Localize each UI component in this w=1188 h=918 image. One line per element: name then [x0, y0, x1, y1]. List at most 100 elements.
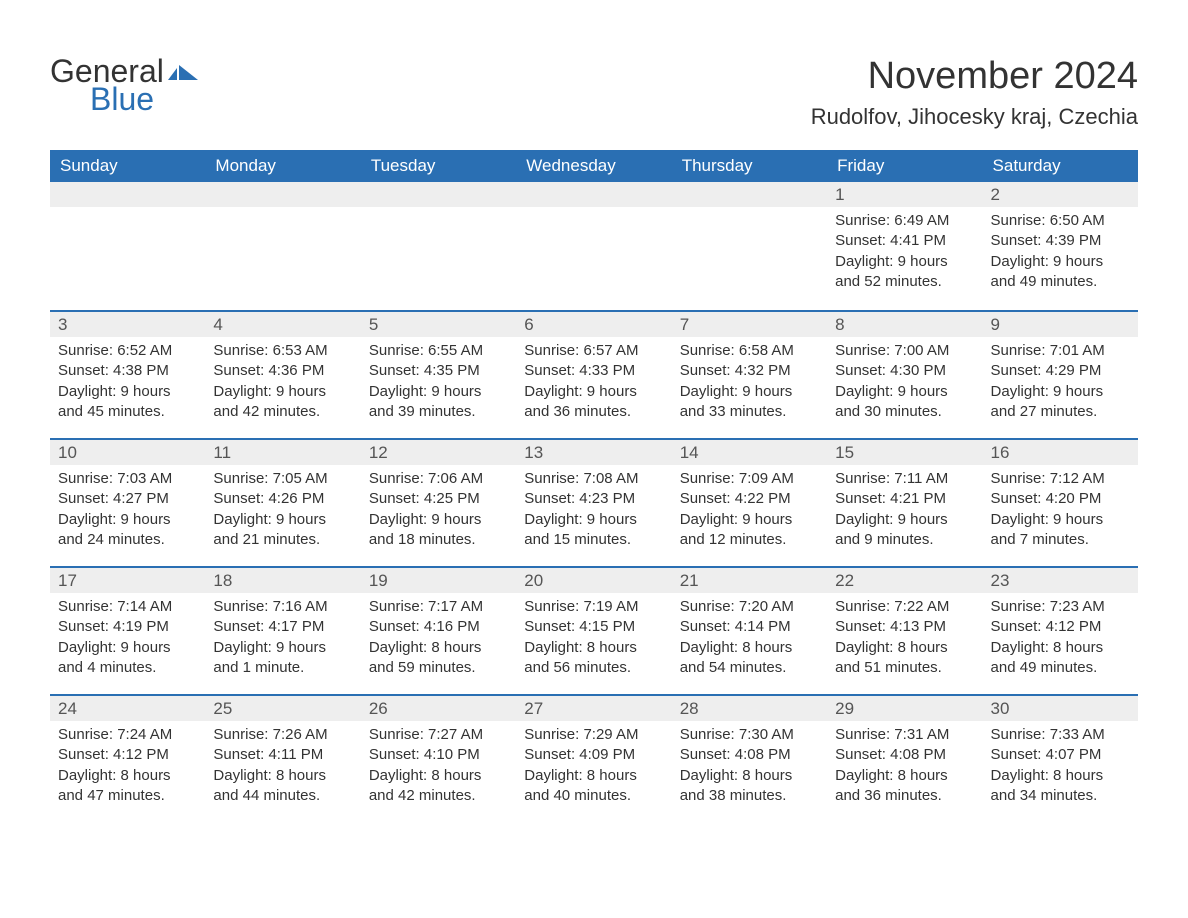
day-details: Sunrise: 7:14 AMSunset: 4:19 PMDaylight:… [50, 593, 205, 684]
day-details: Sunrise: 6:50 AMSunset: 4:39 PMDaylight:… [983, 207, 1138, 298]
sunset-text: Sunset: 4:07 PM [991, 745, 1130, 765]
calendar-day-cell [672, 182, 827, 310]
daylight-text: Daylight: 9 hours and 4 minutes. [58, 638, 197, 679]
sunset-text: Sunset: 4:27 PM [58, 489, 197, 509]
calendar-week: 1Sunrise: 6:49 AMSunset: 4:41 PMDaylight… [50, 182, 1138, 310]
calendar-day-cell: 5Sunrise: 6:55 AMSunset: 4:35 PMDaylight… [361, 310, 516, 438]
sunset-text: Sunset: 4:39 PM [991, 231, 1130, 251]
calendar-week: 10Sunrise: 7:03 AMSunset: 4:27 PMDayligh… [50, 438, 1138, 566]
sunrise-text: Sunrise: 6:52 AM [58, 341, 197, 361]
sunset-text: Sunset: 4:22 PM [680, 489, 819, 509]
sunrise-text: Sunrise: 7:23 AM [991, 597, 1130, 617]
sunrise-text: Sunrise: 7:01 AM [991, 341, 1130, 361]
daylight-text: Daylight: 8 hours and 49 minutes. [991, 638, 1130, 679]
calendar-day-cell: 26Sunrise: 7:27 AMSunset: 4:10 PMDayligh… [361, 694, 516, 822]
sunrise-text: Sunrise: 7:06 AM [369, 469, 508, 489]
day-details: Sunrise: 7:19 AMSunset: 4:15 PMDaylight:… [516, 593, 671, 684]
day-number [516, 182, 671, 207]
sunrise-text: Sunrise: 7:30 AM [680, 725, 819, 745]
day-header-row: SundayMondayTuesdayWednesdayThursdayFrid… [50, 150, 1138, 182]
calendar-day-cell: 21Sunrise: 7:20 AMSunset: 4:14 PMDayligh… [672, 566, 827, 694]
sunrise-text: Sunrise: 7:14 AM [58, 597, 197, 617]
sunset-text: Sunset: 4:33 PM [524, 361, 663, 381]
sunrise-text: Sunrise: 7:33 AM [991, 725, 1130, 745]
sunrise-text: Sunrise: 7:09 AM [680, 469, 819, 489]
calendar-day-cell: 9Sunrise: 7:01 AMSunset: 4:29 PMDaylight… [983, 310, 1138, 438]
sunrise-text: Sunrise: 7:26 AM [213, 725, 352, 745]
calendar-day-cell: 4Sunrise: 6:53 AMSunset: 4:36 PMDaylight… [205, 310, 360, 438]
day-number: 19 [361, 566, 516, 593]
calendar-day-cell: 13Sunrise: 7:08 AMSunset: 4:23 PMDayligh… [516, 438, 671, 566]
daylight-text: Daylight: 8 hours and 47 minutes. [58, 766, 197, 807]
sunrise-text: Sunrise: 7:24 AM [58, 725, 197, 745]
day-details: Sunrise: 7:00 AMSunset: 4:30 PMDaylight:… [827, 337, 982, 428]
sunset-text: Sunset: 4:25 PM [369, 489, 508, 509]
calendar-day-cell: 22Sunrise: 7:22 AMSunset: 4:13 PMDayligh… [827, 566, 982, 694]
daylight-text: Daylight: 8 hours and 56 minutes. [524, 638, 663, 679]
day-number: 26 [361, 694, 516, 721]
day-details: Sunrise: 7:31 AMSunset: 4:08 PMDaylight:… [827, 721, 982, 812]
day-number: 5 [361, 310, 516, 337]
calendar-day-cell: 15Sunrise: 7:11 AMSunset: 4:21 PMDayligh… [827, 438, 982, 566]
day-header: Monday [205, 150, 360, 182]
sunset-text: Sunset: 4:12 PM [58, 745, 197, 765]
sunrise-text: Sunrise: 7:27 AM [369, 725, 508, 745]
day-number: 7 [672, 310, 827, 337]
sunrise-text: Sunrise: 7:29 AM [524, 725, 663, 745]
daylight-text: Daylight: 8 hours and 36 minutes. [835, 766, 974, 807]
calendar-day-cell: 7Sunrise: 6:58 AMSunset: 4:32 PMDaylight… [672, 310, 827, 438]
daylight-text: Daylight: 9 hours and 9 minutes. [835, 510, 974, 551]
sunset-text: Sunset: 4:09 PM [524, 745, 663, 765]
day-number: 8 [827, 310, 982, 337]
day-details: Sunrise: 7:22 AMSunset: 4:13 PMDaylight:… [827, 593, 982, 684]
sunset-text: Sunset: 4:41 PM [835, 231, 974, 251]
sunrise-text: Sunrise: 7:16 AM [213, 597, 352, 617]
sunrise-text: Sunrise: 6:50 AM [991, 211, 1130, 231]
calendar-day-cell: 25Sunrise: 7:26 AMSunset: 4:11 PMDayligh… [205, 694, 360, 822]
daylight-text: Daylight: 9 hours and 36 minutes. [524, 382, 663, 423]
day-details: Sunrise: 6:57 AMSunset: 4:33 PMDaylight:… [516, 337, 671, 428]
calendar-day-cell: 12Sunrise: 7:06 AMSunset: 4:25 PMDayligh… [361, 438, 516, 566]
day-details: Sunrise: 6:52 AMSunset: 4:38 PMDaylight:… [50, 337, 205, 428]
calendar-day-cell: 30Sunrise: 7:33 AMSunset: 4:07 PMDayligh… [983, 694, 1138, 822]
day-header: Saturday [983, 150, 1138, 182]
sunset-text: Sunset: 4:08 PM [680, 745, 819, 765]
sunrise-text: Sunrise: 7:08 AM [524, 469, 663, 489]
sunset-text: Sunset: 4:23 PM [524, 489, 663, 509]
calendar-day-cell: 3Sunrise: 6:52 AMSunset: 4:38 PMDaylight… [50, 310, 205, 438]
sunrise-text: Sunrise: 7:31 AM [835, 725, 974, 745]
sunrise-text: Sunrise: 7:22 AM [835, 597, 974, 617]
day-details: Sunrise: 7:17 AMSunset: 4:16 PMDaylight:… [361, 593, 516, 684]
sunset-text: Sunset: 4:16 PM [369, 617, 508, 637]
calendar-day-cell: 28Sunrise: 7:30 AMSunset: 4:08 PMDayligh… [672, 694, 827, 822]
day-details: Sunrise: 7:12 AMSunset: 4:20 PMDaylight:… [983, 465, 1138, 556]
logo-text-blue: Blue [90, 83, 198, 115]
daylight-text: Daylight: 9 hours and 12 minutes. [680, 510, 819, 551]
day-number: 27 [516, 694, 671, 721]
calendar-week: 24Sunrise: 7:24 AMSunset: 4:12 PMDayligh… [50, 694, 1138, 822]
day-details: Sunrise: 7:06 AMSunset: 4:25 PMDaylight:… [361, 465, 516, 556]
daylight-text: Daylight: 8 hours and 51 minutes. [835, 638, 974, 679]
daylight-text: Daylight: 9 hours and 33 minutes. [680, 382, 819, 423]
calendar-day-cell: 11Sunrise: 7:05 AMSunset: 4:26 PMDayligh… [205, 438, 360, 566]
calendar-day-cell: 29Sunrise: 7:31 AMSunset: 4:08 PMDayligh… [827, 694, 982, 822]
sunset-text: Sunset: 4:14 PM [680, 617, 819, 637]
sunrise-text: Sunrise: 7:03 AM [58, 469, 197, 489]
page-header: General Blue November 2024 Rudolfov, Jih… [50, 55, 1138, 130]
daylight-text: Daylight: 8 hours and 54 minutes. [680, 638, 819, 679]
day-number: 14 [672, 438, 827, 465]
day-number: 23 [983, 566, 1138, 593]
calendar-day-cell: 19Sunrise: 7:17 AMSunset: 4:16 PMDayligh… [361, 566, 516, 694]
day-number: 2 [983, 182, 1138, 207]
day-number: 1 [827, 182, 982, 207]
calendar-day-cell: 18Sunrise: 7:16 AMSunset: 4:17 PMDayligh… [205, 566, 360, 694]
sunrise-text: Sunrise: 7:11 AM [835, 469, 974, 489]
day-number: 20 [516, 566, 671, 593]
sunset-text: Sunset: 4:20 PM [991, 489, 1130, 509]
daylight-text: Daylight: 8 hours and 40 minutes. [524, 766, 663, 807]
sunrise-text: Sunrise: 6:49 AM [835, 211, 974, 231]
day-number: 28 [672, 694, 827, 721]
day-number: 17 [50, 566, 205, 593]
logo: General Blue [50, 55, 198, 115]
calendar-week: 17Sunrise: 7:14 AMSunset: 4:19 PMDayligh… [50, 566, 1138, 694]
